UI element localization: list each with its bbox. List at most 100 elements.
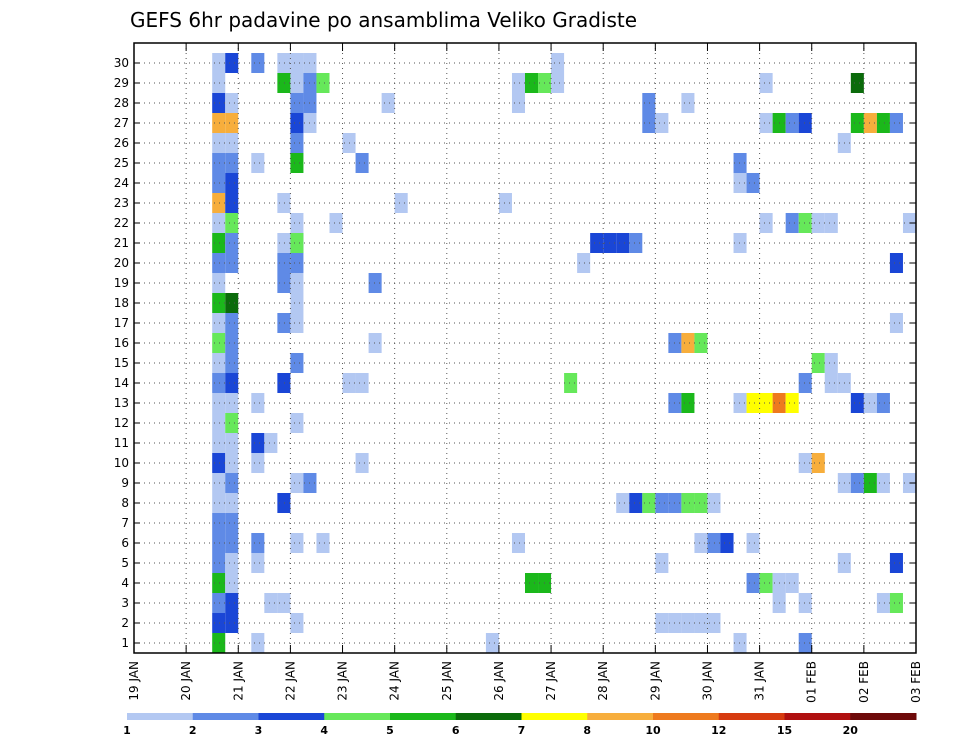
- heatmap-cell: [498, 193, 512, 213]
- heatmap-cell: [212, 273, 226, 293]
- colorbar-segment: [784, 713, 851, 720]
- x-tick-label: 27 JAN: [544, 661, 558, 701]
- heatmap-cell: [225, 553, 239, 573]
- heatmap-cell: [694, 493, 708, 513]
- heatmap-cell: [720, 533, 734, 553]
- heatmap-cell: [707, 533, 721, 553]
- heatmap-cell: [876, 113, 890, 133]
- heatmap-cell: [290, 613, 304, 633]
- heatmap-cell: [642, 113, 656, 133]
- y-tick-label: 15: [114, 356, 129, 370]
- heatmap-cell: [290, 353, 304, 373]
- colorbar-label: 5: [386, 724, 394, 737]
- heatmap-cell: [551, 73, 565, 93]
- heatmap-cell: [733, 173, 747, 193]
- heatmap-cell: [225, 93, 239, 113]
- heatmap-cell: [616, 233, 630, 253]
- heatmap-cell: [225, 353, 239, 373]
- heatmap-cell: [551, 53, 565, 73]
- heatmap-cell: [798, 373, 812, 393]
- heatmap-cell: [225, 593, 239, 613]
- heatmap-cell: [733, 393, 747, 413]
- x-tick-label: 30 JAN: [700, 661, 714, 701]
- heatmap-cell: [212, 493, 226, 513]
- y-tick-label: 8: [121, 496, 129, 510]
- heatmap-cell: [290, 233, 304, 253]
- colorbar-label: 20: [843, 724, 859, 737]
- heatmap-cell: [785, 113, 799, 133]
- heatmap-cell: [212, 593, 226, 613]
- heatmap-cell: [212, 113, 226, 133]
- heatmap-cell: [212, 173, 226, 193]
- y-tick-label: 1: [121, 636, 129, 650]
- heatmap-cell: [212, 193, 226, 213]
- heatmap-cell: [746, 573, 760, 593]
- y-tick-label: 28: [114, 96, 129, 110]
- x-tick-label: 28 JAN: [596, 661, 610, 701]
- grid-lines: [134, 43, 916, 653]
- heatmap-cell: [290, 53, 304, 73]
- heatmap-cell: [811, 213, 825, 233]
- heatmap-cell: [759, 213, 773, 233]
- heatmap-cell: [290, 113, 304, 133]
- heatmap-cell: [824, 373, 838, 393]
- heatmap-cell: [290, 473, 304, 493]
- heatmap-cell: [290, 413, 304, 433]
- colorbar-label: 4: [320, 724, 328, 737]
- heatmap-cell: [225, 193, 239, 213]
- heatmap-cell: [590, 233, 604, 253]
- heatmap-cell: [525, 573, 539, 593]
- heatmap-cell: [798, 633, 812, 653]
- y-tick-label: 24: [114, 176, 129, 190]
- heatmap-cell: [850, 473, 864, 493]
- heatmap-cell: [889, 253, 903, 273]
- heatmap-cell: [225, 413, 239, 433]
- heatmap-cell: [277, 53, 291, 73]
- heatmap-cell: [655, 493, 669, 513]
- heatmap-cell: [694, 613, 708, 633]
- heatmap-cell: [225, 333, 239, 353]
- heatmap-cell: [225, 573, 239, 593]
- heatmap-cell: [746, 533, 760, 553]
- heatmap-cell: [655, 553, 669, 573]
- heatmap-cell: [681, 333, 695, 353]
- heatmap-cell: [225, 613, 239, 633]
- heatmap-cell: [212, 213, 226, 233]
- heatmap-cell: [681, 493, 695, 513]
- heatmap-cell: [277, 253, 291, 273]
- heatmap-cell: [629, 233, 643, 253]
- heatmap-cell: [759, 393, 773, 413]
- y-tick-label: 10: [114, 456, 129, 470]
- colorbar-segment: [192, 713, 259, 720]
- heatmap-cell: [511, 93, 525, 113]
- x-tick-label: 25 JAN: [440, 661, 454, 701]
- heatmap-cell: [707, 493, 721, 513]
- heatmap-cell: [863, 113, 877, 133]
- x-tick-label: 21 JAN: [231, 661, 245, 701]
- y-tick-label: 7: [121, 516, 129, 530]
- x-tick-label: 20 JAN: [179, 661, 193, 701]
- heatmap-cell: [811, 453, 825, 473]
- colorbar-label: 15: [777, 724, 792, 737]
- heatmap-cell: [889, 593, 903, 613]
- heatmap-cell: [212, 393, 226, 413]
- x-tick-label: 03 FEB: [909, 661, 923, 703]
- heatmap-cell: [212, 433, 226, 453]
- heatmap-cell: [290, 253, 304, 273]
- heatmap-cell: [212, 473, 226, 493]
- heatmap-cell: [759, 113, 773, 133]
- heatmap-cell: [225, 393, 239, 413]
- plot-frame: [133, 42, 917, 654]
- heatmap-cell: [212, 53, 226, 73]
- heatmap-cell: [225, 433, 239, 453]
- y-tick-label: 13: [114, 396, 129, 410]
- heatmap-cell: [251, 153, 265, 173]
- y-tick-label: 25: [114, 156, 129, 170]
- colorbar-segment: [127, 713, 194, 720]
- heatmap-cell: [733, 153, 747, 173]
- heatmap-cell: [889, 113, 903, 133]
- heatmap-cell: [212, 533, 226, 553]
- heatmap-cell: [368, 273, 382, 293]
- heatmap-cell: [642, 93, 656, 113]
